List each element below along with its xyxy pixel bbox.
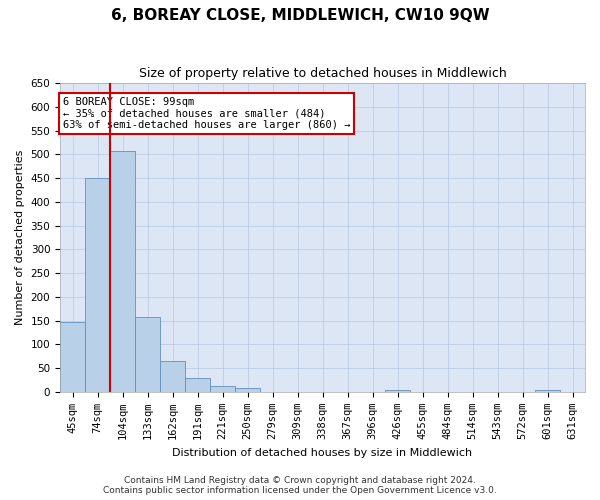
X-axis label: Distribution of detached houses by size in Middlewich: Distribution of detached houses by size … (172, 448, 473, 458)
Text: Contains HM Land Registry data © Crown copyright and database right 2024.
Contai: Contains HM Land Registry data © Crown c… (103, 476, 497, 495)
Bar (110, 150, 135, 392)
Bar (185, 378, 210, 392)
Y-axis label: Number of detached properties: Number of detached properties (15, 150, 25, 325)
Bar (85, 178, 110, 392)
Text: 6, BOREAY CLOSE, MIDDLEWICH, CW10 9QW: 6, BOREAY CLOSE, MIDDLEWICH, CW10 9QW (110, 8, 490, 22)
Bar (210, 386, 235, 392)
Bar (385, 390, 410, 392)
Bar (60, 322, 85, 392)
Bar (135, 317, 160, 392)
Bar (535, 390, 560, 392)
Bar (160, 361, 185, 392)
Title: Size of property relative to detached houses in Middlewich: Size of property relative to detached ho… (139, 68, 506, 80)
Text: 6 BOREAY CLOSE: 99sqm
← 35% of detached houses are smaller (484)
63% of semi-det: 6 BOREAY CLOSE: 99sqm ← 35% of detached … (62, 97, 350, 130)
Bar (235, 388, 260, 392)
